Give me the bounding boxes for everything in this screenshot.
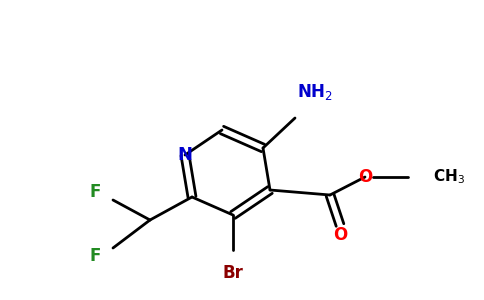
- Text: F: F: [90, 247, 101, 265]
- Text: O: O: [333, 226, 347, 244]
- Text: CH$_3$: CH$_3$: [433, 168, 465, 186]
- Text: F: F: [90, 183, 101, 201]
- Text: Br: Br: [223, 264, 243, 282]
- Text: NH$_2$: NH$_2$: [297, 82, 333, 102]
- Text: N: N: [178, 146, 193, 164]
- Text: O: O: [358, 168, 372, 186]
